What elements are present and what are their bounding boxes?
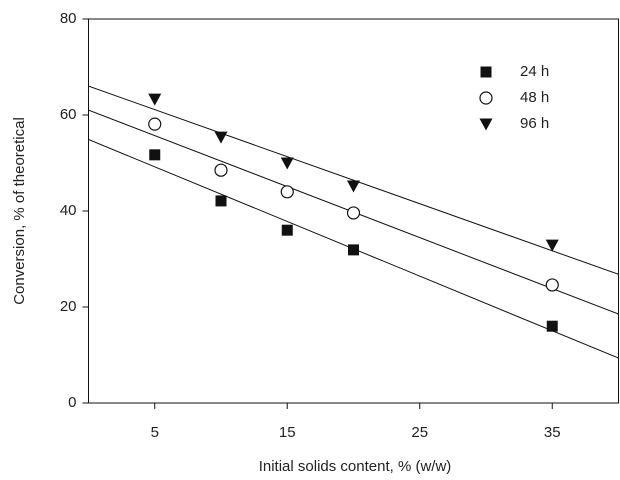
data-point: [347, 180, 360, 193]
legend-label: 96 h: [520, 115, 549, 132]
legend-marker: [480, 66, 492, 78]
x-tick-label: 5: [151, 424, 159, 441]
data-point: [545, 278, 559, 292]
y-tick-label: 0: [68, 394, 76, 411]
data-point: [149, 149, 161, 161]
data-point: [545, 239, 559, 252]
fit-line: [88, 85, 619, 275]
x-tick-label: 25: [411, 424, 428, 441]
data-point: [214, 131, 228, 144]
legend-label: 48 h: [520, 89, 549, 106]
data-point: [148, 117, 162, 131]
legend-label: 24 h: [520, 63, 549, 80]
data-point: [281, 224, 293, 236]
y-tick-label: 60: [60, 106, 77, 123]
y-axis-label: Conversion, % of theoretical: [11, 117, 28, 305]
y-tick-label: 40: [60, 202, 77, 219]
data-point: [215, 195, 227, 207]
y-tick-label: 20: [60, 298, 77, 315]
x-tick-label: 35: [544, 424, 561, 441]
data-point: [280, 185, 294, 199]
legend-marker: [479, 91, 493, 105]
data-point: [546, 320, 558, 332]
data-point: [214, 163, 228, 177]
data-point: [346, 206, 361, 220]
x-axis-label: Initial solids content, % (w/w): [259, 458, 452, 475]
x-tick-label: 15: [279, 424, 296, 441]
y-tick-label: 80: [60, 10, 77, 27]
data-point: [280, 157, 294, 170]
legend-marker: [479, 118, 493, 131]
data-point: [348, 244, 359, 256]
data-point: [148, 93, 162, 106]
